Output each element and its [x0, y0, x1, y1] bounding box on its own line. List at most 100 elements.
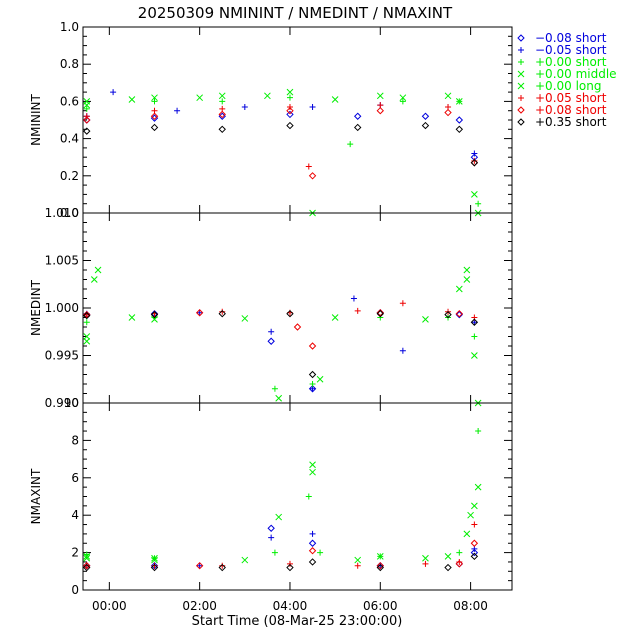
data-point [218, 110, 226, 119]
plot-frame [82, 26, 513, 214]
data-point [151, 556, 158, 564]
data-point [83, 563, 91, 572]
data-point [83, 116, 91, 124]
data-point [399, 94, 407, 102]
data-point [455, 98, 463, 105]
data-point [471, 521, 478, 528]
x-tick-label: 00:00 [92, 599, 127, 613]
legend-marker [517, 118, 525, 126]
y-tick-label: 0.0 [60, 206, 79, 220]
data-point [421, 112, 430, 120]
data-point [286, 110, 294, 119]
legend-item: +0.00 middle [517, 67, 617, 81]
series--0-00-short [83, 314, 478, 392]
data-point [376, 563, 384, 572]
data-point [83, 310, 91, 319]
data-point [83, 113, 90, 120]
data-point [308, 342, 317, 350]
legend-item: +0.05 short [518, 91, 607, 105]
data-point [455, 560, 464, 568]
x-tick-label: 08:00 [453, 599, 488, 613]
data-point [331, 96, 339, 103]
data-point [83, 101, 91, 109]
data-point [471, 502, 478, 510]
legend-label: +0.05 short [535, 91, 607, 105]
data-point [309, 530, 316, 537]
data-point [286, 560, 293, 567]
data-point [219, 562, 226, 569]
y-tick-label: 0.995 [45, 349, 79, 363]
data-point [316, 375, 324, 383]
series--0-00-long [83, 468, 478, 564]
data-point [83, 311, 91, 320]
data-point [354, 307, 361, 314]
legend-item: +0.00 long [517, 79, 602, 93]
data-point [471, 150, 478, 157]
data-point [455, 116, 464, 124]
series--0-00-long [83, 92, 478, 198]
data-point [471, 352, 478, 359]
data-point [455, 310, 464, 319]
data-point [219, 308, 226, 315]
series--0-08-short [83, 524, 479, 570]
data-point [267, 337, 275, 345]
data-point [376, 561, 384, 570]
data-point [475, 428, 482, 435]
legend-marker [517, 34, 525, 42]
data-point [399, 300, 406, 307]
data-point [90, 276, 98, 283]
legend-label: +0.08 short [535, 103, 607, 117]
data-point [376, 309, 384, 318]
data-point [308, 370, 317, 379]
plot-panels: 0.0 0.2 0.4 0.6 0.8 1.0 NMININT 0.990 0.995 1.000… [29, 20, 513, 613]
data-point [470, 539, 479, 547]
legend-label: −0.08 short [535, 31, 607, 45]
series--0-08-short [83, 110, 479, 161]
data-point [470, 552, 479, 561]
legend-item: −0.08 short [517, 31, 607, 45]
data-point [456, 558, 463, 565]
data-point [83, 554, 91, 562]
data-point [110, 89, 117, 96]
data-point [463, 276, 471, 283]
data-point [264, 92, 271, 100]
series--0-08-short [83, 309, 464, 350]
data-point [470, 318, 479, 326]
data-point [470, 548, 479, 557]
data-point [196, 94, 204, 102]
data-point [268, 328, 275, 335]
legend-item: +0.00 short [518, 55, 607, 69]
data-point [218, 563, 226, 572]
data-point [218, 125, 226, 134]
data-point [151, 562, 158, 569]
data-point [305, 493, 312, 500]
y-tick-label: 0.6 [60, 94, 79, 108]
legend-label: +0.00 long [535, 79, 602, 93]
data-point [218, 92, 226, 100]
data-point [271, 385, 278, 392]
y-tick-label: 0 [71, 583, 79, 597]
series--0-00-middle [83, 88, 482, 217]
data-point [399, 98, 406, 105]
data-point [293, 323, 302, 331]
data-point [150, 123, 159, 132]
data-point [376, 552, 384, 560]
x-tick-label: 02:00 [182, 599, 217, 613]
y-axis-label: NMININT [29, 93, 43, 145]
legend-marker [518, 59, 524, 65]
y-tick-label: 8 [71, 433, 79, 447]
y-tick-label: 1.005 [45, 254, 79, 268]
data-point [151, 316, 158, 323]
data-point [376, 106, 384, 115]
data-point [241, 556, 249, 564]
legend: −0.08 short−0.05 short+0.00 short+0.00 m… [517, 31, 617, 129]
x-tick-label: 06:00 [363, 599, 398, 613]
series--0-00-middle [83, 266, 478, 402]
x-tick-label: 04:00 [273, 599, 308, 613]
data-point [455, 285, 463, 293]
series--0-00-middle [83, 461, 482, 562]
data-point [354, 562, 361, 569]
y-tick-label: 0.8 [60, 57, 79, 71]
panel-nminint: 0.0 0.2 0.4 0.6 0.8 1.0 NMININT [29, 20, 513, 220]
y-tick-label: 1.010 [45, 206, 79, 220]
